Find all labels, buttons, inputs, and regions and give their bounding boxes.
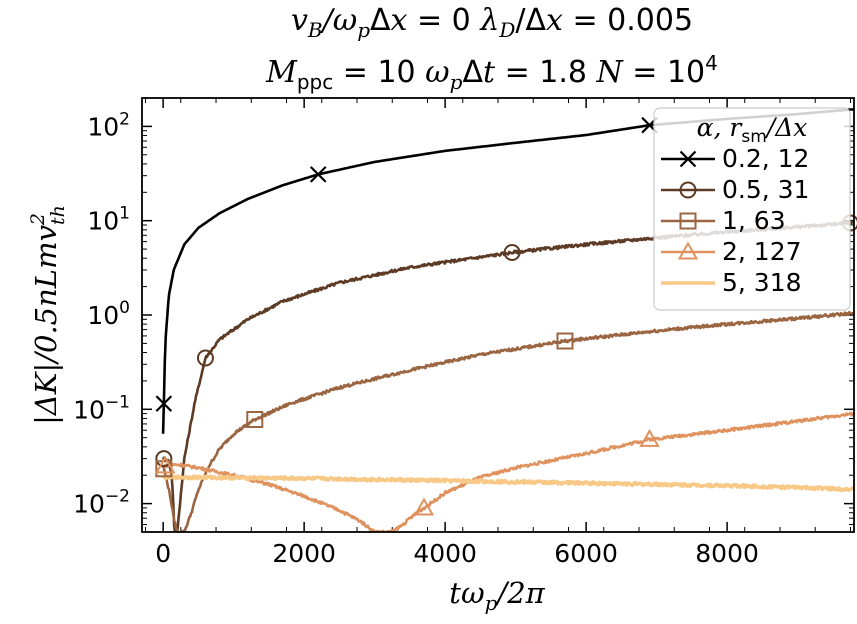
y-tick-label: 102 [87, 109, 130, 141]
legend-label-5: 5, 318 [722, 268, 802, 297]
series-4-marker [155, 455, 176, 474]
y-tick-label: 10−1 [73, 392, 130, 424]
series-2-marker [503, 243, 521, 261]
x-tick-label: 4000 [413, 539, 477, 568]
y-tick-label: 101 [87, 204, 130, 236]
chart-title-line-2: Mppc = 10 ωpΔt = 1.8 N = 104 [265, 51, 718, 94]
y-tick-label: 10−2 [73, 487, 130, 519]
tick-labels: 0 2000 4000 6000 8000 10−2 10−1 100 101 102 [73, 109, 759, 568]
legend-marker-3 [679, 212, 697, 230]
series-4-marker [413, 497, 435, 516]
y-axis-label: |ΔK|/0.5nLmv2th [27, 205, 69, 425]
series-2-marker [155, 450, 173, 468]
x-tick-label: 0 [155, 539, 171, 568]
legend-label-4: 2, 127 [722, 237, 802, 266]
series-3-marker [556, 332, 574, 350]
legend-marker-1 [679, 150, 697, 168]
x-tick-label: 6000 [554, 539, 618, 568]
legend-label-2: 0.5, 31 [722, 175, 809, 204]
series-1-marker [309, 166, 327, 183]
legend-label-3: 1, 63 [722, 206, 786, 235]
x-tick-label: 8000 [695, 539, 759, 568]
series-2-marker [196, 349, 214, 367]
legend-marker-2 [679, 181, 697, 199]
x-tick-label: 2000 [272, 539, 336, 568]
series-1-marker [155, 395, 173, 412]
legend-marker-4 [677, 241, 699, 260]
plot-frame [141, 97, 855, 533]
legend-title: α, rsm/Δx [697, 113, 808, 147]
x-axis-label: tωp/2π [449, 576, 545, 615]
y-tick-label: 100 [87, 298, 130, 330]
series-line-3 [161, 310, 854, 532]
series-3-marker [246, 410, 264, 428]
series-4-marker [639, 428, 660, 447]
series-line-5 [162, 474, 854, 493]
chart-title-line-1: vB/ωpΔx = 0 λD/Δx = 0.005 [291, 3, 693, 42]
series-group [161, 108, 854, 532]
legend-label-1: 0.2, 12 [722, 144, 809, 173]
series-line-4 [162, 411, 854, 532]
